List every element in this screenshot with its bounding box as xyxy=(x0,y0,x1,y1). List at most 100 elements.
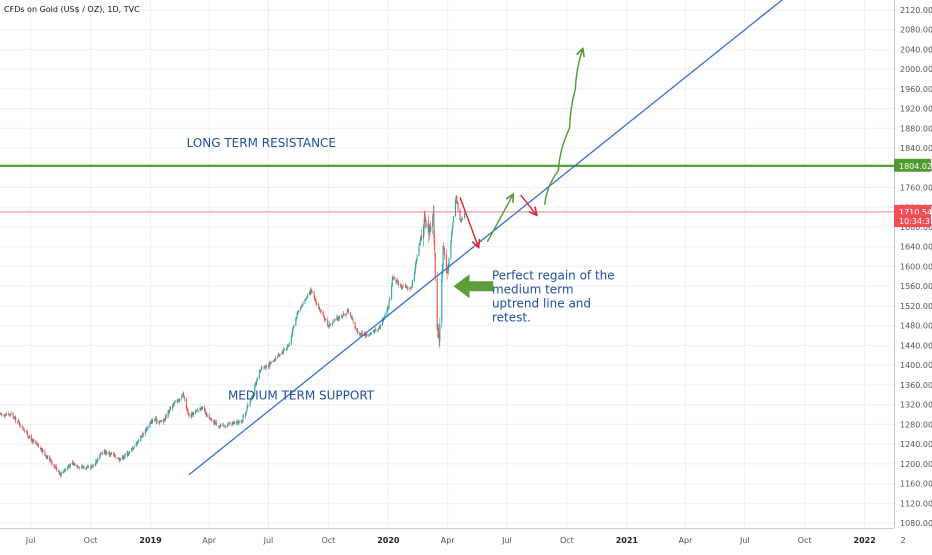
candle-body xyxy=(302,303,304,305)
candle-body xyxy=(295,317,297,326)
candle-body xyxy=(378,328,380,330)
candle-body xyxy=(345,313,347,317)
candle-body xyxy=(457,203,459,210)
y-tick-label: 1360.00 xyxy=(900,381,932,390)
candle-body xyxy=(288,345,290,347)
candle-body xyxy=(256,381,258,384)
candle-body xyxy=(215,422,217,424)
candle-body xyxy=(151,420,153,423)
candle-body xyxy=(113,454,115,456)
x-tick-label: Jul xyxy=(501,536,512,545)
candle-body xyxy=(355,329,357,331)
x-axis-labels: Jul Oct 2019 Apr Jul Oct 2020 Apr Jul Oct 2021 Apr J… xyxy=(25,536,906,545)
candle-body xyxy=(361,332,363,334)
candle-body xyxy=(366,334,368,337)
candle-body xyxy=(154,419,156,421)
candle-body xyxy=(181,394,183,396)
candle-body xyxy=(284,350,286,351)
candle-body xyxy=(442,246,444,265)
candle-body xyxy=(64,469,66,472)
candle-body xyxy=(176,400,178,403)
candle-body xyxy=(241,420,243,422)
candle-body xyxy=(318,303,320,308)
candle-body xyxy=(5,413,7,415)
candle-body xyxy=(90,467,92,469)
candle-body xyxy=(267,365,270,368)
candle-body xyxy=(181,395,183,399)
candle-body xyxy=(404,285,406,287)
x-tick-label: Apr xyxy=(202,536,217,545)
candle-body xyxy=(379,326,381,328)
y-tick-label: 1240.00 xyxy=(900,440,932,449)
candle-body xyxy=(103,451,105,454)
candle-body xyxy=(406,287,408,289)
candle-body xyxy=(272,361,274,362)
candle-body xyxy=(190,416,192,417)
candle-body xyxy=(172,405,174,407)
candle-body xyxy=(85,467,87,469)
candle-body xyxy=(100,452,102,454)
candle-body xyxy=(219,425,221,427)
y-tick-label: 1760.00 xyxy=(900,184,932,193)
candle-body xyxy=(407,288,409,290)
candle-body xyxy=(99,455,101,458)
candle-body xyxy=(183,393,185,397)
candle-body xyxy=(155,418,157,420)
x-tick-label: Jul xyxy=(739,536,750,545)
candle-body xyxy=(86,466,88,468)
candle-body xyxy=(44,451,46,455)
candle-body xyxy=(386,310,388,315)
candle-body xyxy=(278,354,281,357)
candle-body xyxy=(310,289,312,295)
candle-body xyxy=(160,420,162,422)
y-tick-label: 1640.00 xyxy=(900,243,932,252)
projection-up-arrow xyxy=(544,49,583,205)
candle-body xyxy=(80,466,83,468)
candle-body xyxy=(117,457,119,459)
candle-body xyxy=(78,467,80,468)
candle-body xyxy=(149,423,151,428)
candle-body xyxy=(82,466,84,468)
candle-body xyxy=(170,407,172,409)
candle-body xyxy=(3,414,5,416)
y-tick-label: 2000.00 xyxy=(900,65,932,74)
candle-body xyxy=(301,304,303,307)
candle-body xyxy=(35,441,37,445)
candle-body xyxy=(140,436,142,442)
candle-body xyxy=(227,423,229,425)
candle-body xyxy=(350,312,352,317)
candle-body xyxy=(231,423,233,425)
candle-body xyxy=(138,440,140,442)
candle-body xyxy=(411,280,414,286)
candle-body xyxy=(425,223,427,227)
candle-body xyxy=(110,453,112,456)
candle-body xyxy=(275,357,277,361)
candle-body xyxy=(300,307,302,309)
price-label-bg xyxy=(894,214,931,228)
x-tick-label: Oct xyxy=(798,536,812,545)
candle-body xyxy=(0,413,2,415)
candle-body xyxy=(373,330,375,333)
candle-body xyxy=(211,418,213,422)
candle-body xyxy=(118,457,120,461)
candle-body xyxy=(234,422,236,424)
candle-body xyxy=(63,471,65,473)
candle-body xyxy=(71,462,73,464)
candle-body xyxy=(196,410,198,411)
candle-body xyxy=(278,353,280,357)
candle-body xyxy=(114,454,116,456)
candle-body xyxy=(112,454,114,455)
candle-body xyxy=(179,399,181,400)
candle-body xyxy=(4,415,6,417)
candle-body xyxy=(281,351,283,355)
candle-body xyxy=(174,402,176,404)
y-tick-label: 1400.00 xyxy=(900,361,932,370)
candle-body xyxy=(338,316,341,319)
candle-body xyxy=(22,429,25,431)
y-tick-label: 2080.00 xyxy=(900,26,932,35)
candle-body xyxy=(83,467,85,469)
candle-body xyxy=(254,386,256,395)
candle-body xyxy=(247,405,249,406)
